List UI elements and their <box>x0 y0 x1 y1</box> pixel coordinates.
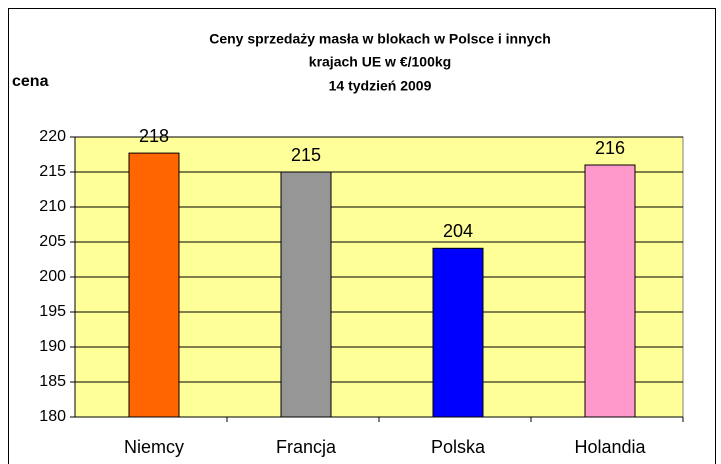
y-tick-label: 200 <box>39 268 66 285</box>
y-tick-label: 210 <box>39 198 66 215</box>
x-tick-label: Niemcy <box>124 437 184 457</box>
y-tick-label: 220 <box>39 128 66 145</box>
bar <box>584 164 636 418</box>
x-tick-label: Francja <box>276 437 337 457</box>
bar <box>432 247 484 418</box>
y-tick-label: 205 <box>39 233 66 250</box>
y-tick-label: 195 <box>39 303 66 320</box>
y-tick-label: 190 <box>39 338 66 355</box>
value-label: 216 <box>595 138 625 158</box>
x-tick-label: Holandia <box>574 437 646 457</box>
value-label: 215 <box>291 145 321 165</box>
x-tick-label: Polska <box>431 437 486 457</box>
value-label: 218 <box>139 126 169 146</box>
y-tick-label: 180 <box>39 408 66 425</box>
y-axis-label: cena <box>12 73 49 90</box>
chart-title: 14 tydzień 2009 <box>329 78 432 94</box>
value-label: 204 <box>443 221 473 241</box>
bar <box>128 152 180 418</box>
bar <box>280 171 332 418</box>
chart-title: krajach UE w €/100kg <box>309 54 451 70</box>
y-tick-label: 215 <box>39 163 66 180</box>
chart-title: Ceny sprzedaży masła w blokach w Polsce … <box>209 31 551 47</box>
y-tick-label: 185 <box>39 373 66 390</box>
